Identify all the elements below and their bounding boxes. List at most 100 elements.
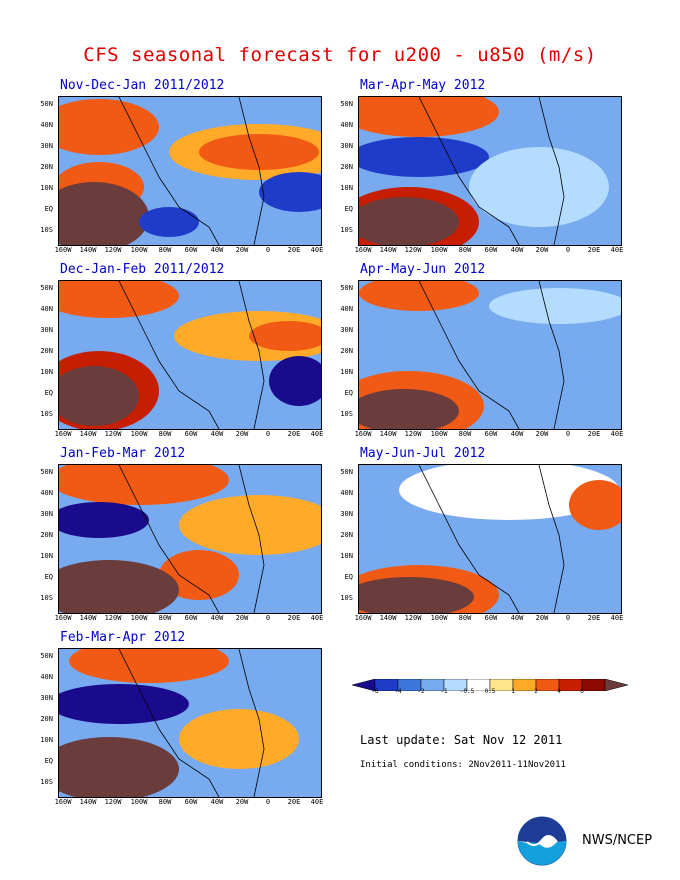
panel-mam: Mar-Apr-May 2012 50N 40N 30N 20N 10N EQ 10S 160…: [340, 78, 625, 270]
field-shape: [59, 502, 149, 538]
lat-tick-label: EQ: [344, 389, 353, 397]
colorbar-label: -6: [371, 688, 379, 695]
lon-tick-label: 20W: [235, 246, 249, 254]
lat-tick-label: 20N: [340, 347, 353, 355]
colorbar-label: -1: [440, 688, 448, 695]
lon-tick-label: 20E: [587, 246, 601, 254]
lat-tick-label: 50N: [340, 100, 353, 108]
lat-tick-label: 40N: [40, 673, 53, 681]
lon-tick-label: 160W: [354, 430, 372, 438]
lon-tick-label: 40E: [310, 798, 324, 806]
map-svg-mjj: [359, 465, 621, 613]
lat-tick-label: 30N: [40, 510, 53, 518]
noaa-logo: [517, 816, 567, 866]
lon-tick-label: 40W: [210, 246, 224, 254]
field-shape: [569, 480, 621, 530]
colorbar-label: 0.5: [484, 688, 496, 695]
colorbar-segment: [558, 678, 583, 692]
lon-tick-label: 100W: [430, 430, 448, 438]
credit-text: NWS/NCEP: [582, 833, 653, 848]
colorbar-label: 4: [557, 688, 561, 695]
lon-tick-label: 40E: [610, 614, 624, 622]
lon-tick-label: 60W: [184, 430, 198, 438]
field-shape: [59, 465, 229, 505]
field-shape: [59, 281, 179, 318]
lat-tick-label: 30N: [340, 142, 353, 150]
lon-tick-label: 20E: [287, 614, 301, 622]
lon-tick-label: 20W: [535, 614, 549, 622]
field-shape: [359, 281, 479, 311]
lon-tick-label: 100W: [130, 430, 148, 438]
lat-tick-label: 20N: [340, 163, 353, 171]
lon-tick-label: 140W: [379, 614, 397, 622]
lat-tick-label: EQ: [344, 573, 353, 581]
lat-tick-label: 20N: [40, 347, 53, 355]
field-shape: [139, 207, 199, 237]
map-svg-ndj: [59, 97, 321, 245]
lat-tick-label: 10N: [340, 368, 353, 376]
coastline: [418, 97, 565, 245]
lon-tick-label: 60W: [484, 614, 498, 622]
coastline: [418, 281, 565, 429]
lat-tick-label: 10N: [340, 184, 353, 192]
lat-tick-label: 10N: [40, 736, 53, 744]
lon-tick-label: 160W: [54, 798, 72, 806]
lon-tick-label: 20W: [235, 614, 249, 622]
colorbar-label: 2: [534, 688, 538, 695]
panel-title: Dec-Jan-Feb 2011/2012: [60, 262, 225, 277]
lat-tick-label: 40N: [40, 121, 53, 129]
field-shape: [259, 172, 321, 212]
lon-tick-label: 0: [265, 430, 271, 438]
field-shape: [59, 737, 179, 797]
colorbar-segment: [512, 678, 537, 692]
lat-tick-label: 10S: [40, 410, 53, 418]
field-shape: [269, 356, 321, 406]
colorbar-label: -0.5: [459, 688, 475, 695]
lon-tick-label: 20E: [587, 614, 601, 622]
lon-tick-label: 40W: [210, 614, 224, 622]
panel-fma: Feb-Mar-Apr 2012 50N 40N 30N 20N 10N EQ 10S 160…: [40, 630, 325, 822]
panel-ndj: Nov-Dec-Jan 2011/2012 50N 40N 30N 20N 10N EQ 1…: [40, 78, 325, 270]
field-shape: [59, 684, 189, 724]
lat-tick-label: 50N: [340, 284, 353, 292]
lon-tick-label: 160W: [54, 430, 72, 438]
lat-tick-label: 50N: [40, 284, 53, 292]
lat-tick-label: 40N: [40, 489, 53, 497]
lon-tick-label: 60W: [184, 246, 198, 254]
lat-tick-label: 10S: [340, 594, 353, 602]
lon-tick-label: 120W: [104, 246, 122, 254]
coastline: [118, 97, 265, 245]
lon-tick-label: 40W: [510, 430, 524, 438]
lat-tick-label: 10S: [40, 594, 53, 602]
panel-title: Jan-Feb-Mar 2012: [60, 446, 186, 461]
lon-tick-label: 40E: [310, 246, 324, 254]
lon-tick-label: 80W: [458, 430, 472, 438]
lon-tick-label: 20W: [235, 798, 249, 806]
field-shape: [359, 389, 459, 429]
map-amj: [358, 280, 622, 430]
colorbar-label: 1: [511, 688, 515, 695]
panel-title: Feb-Mar-Apr 2012: [60, 630, 186, 645]
initial-conditions: Initial conditions: 2Nov2011-11Nov2011: [360, 760, 566, 770]
lat-tick-label: 30N: [40, 326, 53, 334]
lon-tick-label: 160W: [54, 614, 72, 622]
lat-tick-label: 50N: [40, 100, 53, 108]
lat-tick-label: 40N: [340, 121, 353, 129]
coastline: [118, 465, 265, 613]
lon-tick-label: 140W: [379, 246, 397, 254]
map-svg-fma: [59, 649, 321, 797]
lat-tick-label: 50N: [40, 652, 53, 660]
lat-tick-label: 10S: [340, 226, 353, 234]
field-shape: [179, 495, 321, 555]
lon-tick-label: 0: [265, 246, 271, 254]
lat-tick-label: 10S: [40, 778, 53, 786]
field-shape: [359, 137, 489, 177]
lon-tick-label: 100W: [430, 246, 448, 254]
lat-tick-label: 20N: [40, 531, 53, 539]
lat-tick-label: EQ: [44, 573, 53, 581]
lon-tick-label: 40E: [310, 614, 324, 622]
lon-tick-label: 20W: [235, 430, 249, 438]
lon-tick-label: 20E: [587, 430, 601, 438]
lon-tick-label: 20E: [287, 798, 301, 806]
lon-tick-label: 60W: [484, 246, 498, 254]
